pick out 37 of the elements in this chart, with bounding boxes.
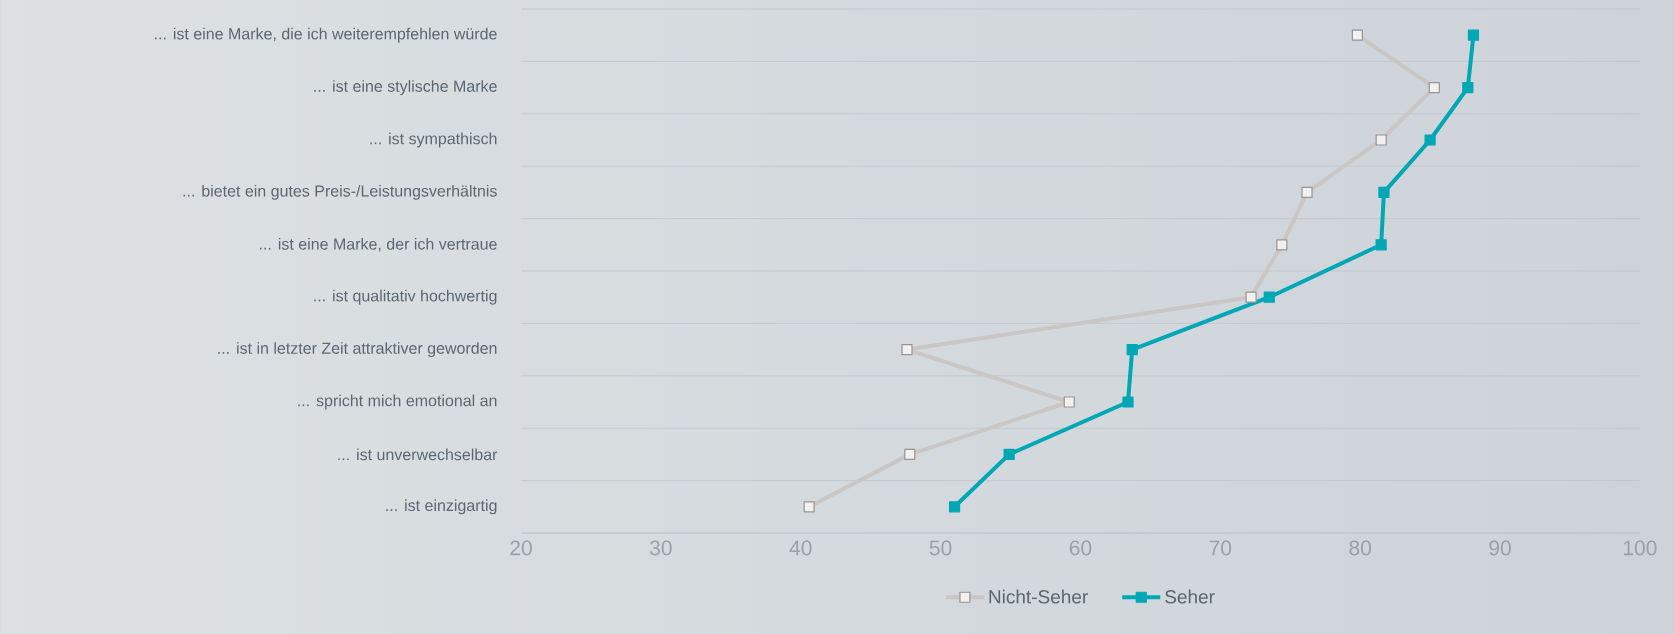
x-tick-label: 20 bbox=[510, 540, 532, 556]
point bbox=[1063, 396, 1075, 408]
point bbox=[1428, 82, 1440, 94]
point bbox=[1375, 134, 1387, 146]
point bbox=[1375, 239, 1387, 251]
y-tick-label: ... ist eine Marke, die ich weiterempfehlen würde bbox=[155, 27, 497, 43]
x-tick-label: 60 bbox=[1069, 540, 1092, 556]
y-tick-label: ... ist einzigartig bbox=[386, 499, 497, 515]
y-tick-label: ... ist unverwechselbar bbox=[338, 448, 498, 461]
x-tick-label: 40 bbox=[789, 540, 812, 556]
legend-label: Seher bbox=[1165, 589, 1215, 604]
y-tick-label: ... ist eine stylische Marke bbox=[314, 80, 497, 96]
point bbox=[1122, 396, 1134, 408]
point bbox=[1263, 291, 1275, 303]
point bbox=[1351, 29, 1363, 41]
legend-label: Nicht-Seher bbox=[989, 589, 1088, 604]
y-tick-label: ... ist sympathisch bbox=[370, 132, 497, 148]
x-tick-label: 50 bbox=[929, 540, 952, 556]
point bbox=[803, 501, 815, 513]
x-tick-label: 30 bbox=[649, 540, 672, 556]
point bbox=[904, 448, 916, 460]
point bbox=[1301, 186, 1313, 198]
y-tick-label: ... spricht mich emotional an bbox=[298, 394, 497, 410]
point bbox=[1003, 448, 1015, 460]
point bbox=[948, 501, 961, 513]
point bbox=[1378, 186, 1390, 198]
point bbox=[1276, 239, 1288, 251]
y-tick-label: ... ist eine Marke, der ich vertraue bbox=[260, 237, 497, 252]
point bbox=[1126, 344, 1138, 356]
y-tick-label: ... ist qualitativ hochwertig bbox=[314, 289, 497, 305]
y-tick-label: ... ist in letzter Zeit attraktiver geworden bbox=[218, 342, 497, 358]
y-tick-label: ... bietet ein gutes Preis-/Leistungsverhältnis bbox=[183, 184, 497, 200]
point bbox=[1462, 82, 1474, 94]
point bbox=[901, 344, 913, 356]
point bbox=[1424, 134, 1436, 146]
point bbox=[1467, 29, 1480, 41]
point bbox=[1245, 291, 1257, 303]
